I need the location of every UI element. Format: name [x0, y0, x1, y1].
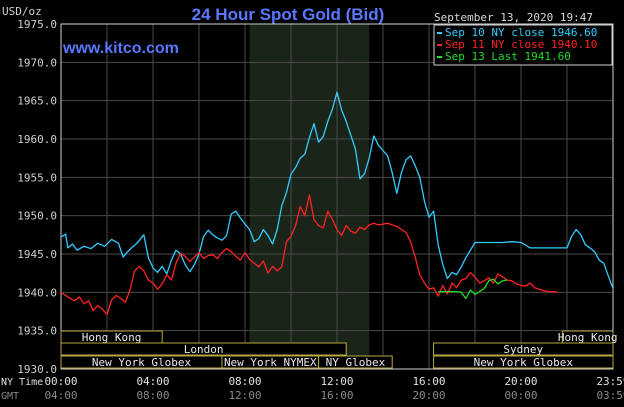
x-row-label-ny: NY Time — [1, 377, 43, 388]
x-tick-label-ny: 16:00 — [412, 375, 445, 388]
y-tick-label: 1975.0 — [17, 18, 57, 31]
y-tick-label: 1945.0 — [17, 248, 57, 261]
chart-title: 24 Hour Spot Gold (Bid) — [192, 5, 385, 24]
y-tick-label: 1955.0 — [17, 171, 57, 184]
session-label: New York Globex — [92, 356, 192, 369]
x-tick-label-gmt: 03:59 — [596, 389, 624, 402]
y-tick-label: 1935.0 — [17, 325, 57, 338]
session-label: Sydney — [503, 343, 543, 356]
x-tick-label-gmt: 16:00 — [320, 389, 353, 402]
x-tick-label-gmt: 00:00 — [504, 389, 537, 402]
series-line-sep-10 — [61, 91, 613, 290]
y-tick-label: 1965.0 — [17, 95, 57, 108]
y-tick-label: 1950.0 — [17, 210, 57, 223]
x-tick-label-gmt: 04:00 — [44, 389, 77, 402]
x-tick-label-ny: 00:00 — [44, 375, 77, 388]
series-line-sep-11 — [61, 194, 558, 316]
x-tick-label-gmt: 08:00 — [136, 389, 169, 402]
legend-entry: Sep 11 NY close 1940.10 — [445, 38, 597, 51]
x-tick-label-gmt: 12:00 — [228, 389, 261, 402]
session-bar — [60, 342, 347, 356]
legend-entry: Sep 10 NY close 1946.60 — [445, 26, 597, 39]
legend-entry: Sep 13 Last 1941.60 — [445, 50, 571, 63]
x-tick-label-ny: 23:59 — [596, 375, 624, 388]
session-label: New York Globex — [474, 356, 574, 369]
y-tick-label: 1930.0 — [17, 363, 57, 376]
x-row-label-gmt: GMT — [1, 391, 19, 402]
x-tick-label-ny: 12:00 — [320, 375, 353, 388]
x-tick-label-ny: 08:00 — [228, 375, 261, 388]
session-label: NY Globex — [326, 356, 386, 369]
y-tick-label: 1970.0 — [17, 56, 57, 69]
x-tick-label-ny: 04:00 — [136, 375, 169, 388]
y-tick-label: 1960.0 — [17, 133, 57, 146]
session-label: New York NYMEX — [224, 356, 317, 369]
session-bar — [318, 355, 393, 369]
plot-frame — [60, 23, 614, 370]
y-axis-ticks: 1930.0 1935.0 1940.0 1945.0 1950.0 1955.0 1960… — [17, 18, 57, 376]
y-axis-unit-label: USD/oz — [2, 5, 42, 18]
source-watermark: www.kitco.com — [62, 40, 179, 57]
x-tick-label-ny: 20:00 — [504, 375, 537, 388]
series-line-sep-13 — [438, 278, 508, 300]
legend-box — [433, 24, 613, 66]
session-label: Hong Kong — [558, 331, 618, 344]
timestamp: September 13, 2020 19:47 — [434, 11, 593, 24]
session-label: London — [184, 343, 224, 356]
y-tick-label: 1940.0 — [17, 286, 57, 299]
session-label: Hong Kong — [82, 331, 142, 344]
session-bar — [433, 355, 614, 369]
x-tick-label-gmt: 20:00 — [412, 389, 445, 402]
grid-lines — [61, 23, 613, 370]
price-series — [61, 91, 613, 316]
x-axis-ticks: 00:0004:0008:0012:0016:0020:0023:5904:00… — [1, 375, 624, 402]
session-bar — [433, 342, 614, 356]
